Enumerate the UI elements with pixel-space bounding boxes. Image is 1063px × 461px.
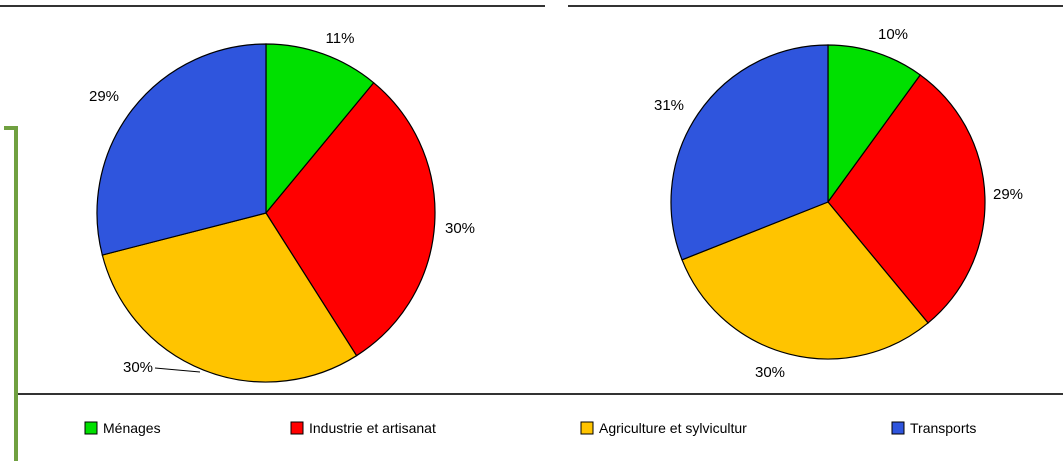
left-pie-slice-agriculture-et-sylvicultur bbox=[101, 212, 358, 383]
left-pie-slice-industrie-et-artisanat bbox=[265, 81, 436, 357]
right-pie-label-transports: 31% bbox=[654, 97, 684, 114]
legend-label-industrie-et-artisanat: Industrie et artisanat bbox=[309, 420, 436, 436]
legend-swatch-transports bbox=[891, 421, 905, 435]
legend-label-transports: Transports bbox=[910, 420, 976, 436]
left-pie-label-transports: 29% bbox=[89, 88, 119, 105]
left-pie-label-industrie-et-artisanat: 30% bbox=[445, 220, 475, 237]
right-pie-slice-industrie-et-artisanat bbox=[827, 74, 986, 324]
left-pie-leader-line bbox=[154, 367, 201, 373]
right-pie-label-industrie-et-artisanat: 29% bbox=[993, 186, 1023, 203]
left-pie-slice-menages bbox=[265, 43, 375, 215]
right-pie-slice-agriculture-et-sylvicultur bbox=[681, 201, 929, 360]
legend-label-menages: Ménages bbox=[103, 420, 161, 436]
right-pie-label-agriculture-et-sylvicultur: 30% bbox=[755, 364, 785, 381]
legend: Ménages Industrie et artisanat Agriculture… bbox=[84, 420, 976, 436]
left-pie-label-menages: 11% bbox=[326, 30, 355, 47]
right-pie-label-menages: 10% bbox=[878, 26, 908, 43]
legend-swatch-agriculture-et-sylvicultur bbox=[580, 421, 594, 435]
pie-chart-left: 11% 30% 30% 29% bbox=[89, 30, 475, 383]
legend-label-agriculture-et-sylvicultur: Agriculture et sylvicultur bbox=[599, 420, 747, 436]
left-green-frame bbox=[4, 126, 18, 461]
right-pie-slice-menages bbox=[827, 44, 922, 204]
legend-swatch-menages bbox=[84, 421, 98, 435]
left-pie-slice-transports bbox=[96, 43, 267, 256]
legend-swatch-industrie-et-artisanat bbox=[290, 421, 304, 435]
pie-chart-right: 10% 29% 30% 31% bbox=[654, 26, 1023, 381]
right-pie-slice-transports bbox=[670, 44, 829, 261]
left-pie-label-agriculture-et-sylvicultur: 30% bbox=[123, 359, 153, 376]
